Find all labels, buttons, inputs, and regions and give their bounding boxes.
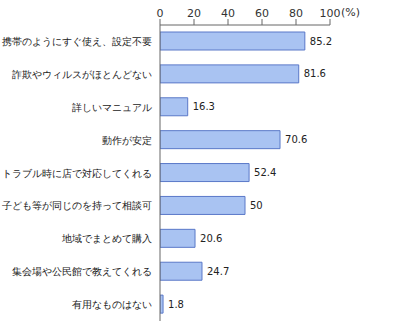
svg-text:60: 60 — [255, 7, 269, 20]
svg-text:地域でまとめて購入: 地域でまとめて購入 — [61, 233, 152, 244]
svg-text:70.6: 70.6 — [285, 134, 307, 145]
svg-text:50: 50 — [250, 200, 263, 211]
svg-text:集会場や公民館で教えてくれる: 集会場や公民館で教えてくれる — [12, 266, 152, 277]
svg-text:85.2: 85.2 — [310, 36, 332, 47]
svg-text:子ども等が同じのを持って相談可: 子ども等が同じのを持って相談可 — [8, 200, 152, 211]
svg-text:1.8: 1.8 — [168, 299, 184, 310]
svg-text:20.6: 20.6 — [200, 233, 222, 244]
svg-text:有用なものはない: 有用なものはない — [72, 299, 152, 310]
svg-text:詳しいマニュアル: 詳しいマニュアル — [72, 102, 152, 113]
svg-text:詐欺やウィルスがほとんどない: 詐欺やウィルスがほとんどない — [12, 69, 152, 80]
svg-text:81.6: 81.6 — [304, 68, 326, 79]
svg-text:0: 0 — [157, 7, 164, 20]
svg-text:動作が安定: 動作が安定 — [102, 135, 152, 146]
svg-text:40: 40 — [221, 7, 235, 20]
svg-text:24.7: 24.7 — [207, 266, 229, 277]
svg-text:100: 100 — [320, 7, 341, 20]
svg-text:16.3: 16.3 — [193, 101, 215, 112]
svg-text:52.4: 52.4 — [254, 167, 276, 178]
svg-text:20: 20 — [187, 7, 201, 20]
svg-text:携帯のようにすぐ使え、設定不要: 携帯のようにすぐ使え、設定不要 — [8, 36, 152, 47]
svg-text:80: 80 — [289, 7, 303, 20]
svg-text:トラブル時に店で対応してくれる: トラブル時に店で対応してくれる — [8, 168, 152, 179]
